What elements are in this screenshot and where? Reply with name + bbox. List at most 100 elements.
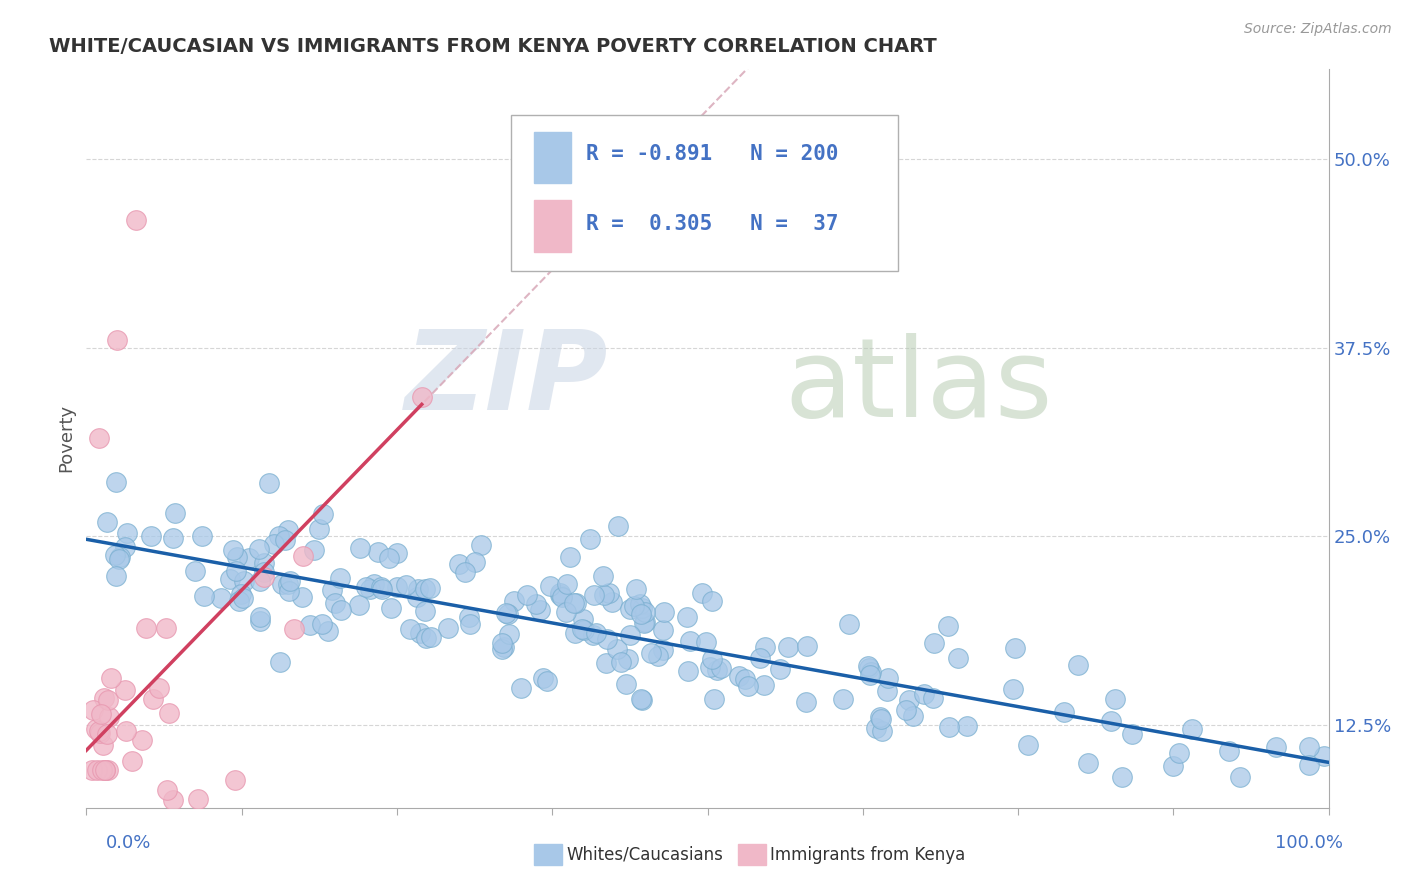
- Point: [652, 606, 675, 620]
- Point: [219, 573, 242, 587]
- Point: [121, 754, 143, 768]
- Point: [562, 596, 585, 610]
- Point: [449, 557, 471, 571]
- Point: [831, 692, 853, 706]
- Point: [89, 726, 111, 740]
- Point: [263, 537, 285, 551]
- Text: 0.0%: 0.0%: [105, 834, 150, 852]
- Point: [1312, 748, 1334, 763]
- Point: [606, 642, 628, 657]
- Point: [585, 626, 607, 640]
- Point: [1229, 771, 1251, 785]
- Point: [93, 691, 115, 706]
- Point: [87, 723, 110, 738]
- Point: [125, 212, 148, 227]
- Point: [582, 588, 605, 602]
- Point: [492, 640, 515, 654]
- Point: [380, 601, 402, 615]
- Point: [464, 555, 486, 569]
- Point: [114, 540, 136, 554]
- Point: [897, 693, 920, 707]
- Point: [859, 668, 882, 682]
- Point: [754, 640, 776, 654]
- Point: [560, 549, 582, 564]
- Point: [253, 566, 276, 580]
- Point: [582, 627, 605, 641]
- Point: [249, 610, 271, 624]
- Point: [291, 549, 314, 563]
- Point: [550, 586, 572, 600]
- Text: atlas: atlas: [785, 333, 1053, 440]
- Point: [97, 763, 120, 777]
- Point: [651, 643, 673, 657]
- Point: [596, 632, 619, 646]
- Point: [233, 574, 256, 588]
- Point: [249, 574, 271, 588]
- Point: [316, 624, 339, 638]
- Point: [524, 597, 547, 611]
- Point: [869, 710, 891, 724]
- Point: [105, 334, 128, 348]
- FancyBboxPatch shape: [534, 201, 571, 252]
- Point: [516, 588, 538, 602]
- Point: [420, 630, 443, 644]
- Point: [104, 475, 127, 489]
- Point: [1298, 758, 1320, 772]
- Point: [363, 577, 385, 591]
- Point: [600, 595, 623, 609]
- Point: [224, 773, 246, 788]
- Point: [96, 515, 118, 529]
- Point: [277, 523, 299, 537]
- Point: [155, 622, 177, 636]
- Point: [894, 702, 917, 716]
- Point: [257, 476, 280, 491]
- Point: [291, 590, 314, 604]
- Point: [253, 569, 276, 583]
- Point: [703, 692, 725, 706]
- Point: [869, 712, 891, 726]
- Point: [115, 526, 138, 541]
- Point: [82, 763, 104, 777]
- Point: [647, 648, 669, 663]
- Point: [349, 541, 371, 556]
- Point: [550, 588, 572, 602]
- Point: [1265, 739, 1288, 754]
- Point: [936, 618, 959, 632]
- Text: Whites/Caucasians: Whites/Caucasians: [567, 846, 724, 863]
- Point: [311, 617, 333, 632]
- Point: [1218, 744, 1240, 758]
- Point: [865, 721, 887, 735]
- Point: [938, 720, 960, 734]
- Point: [956, 719, 979, 733]
- Point: [856, 658, 879, 673]
- Point: [359, 582, 381, 596]
- Point: [734, 672, 756, 686]
- Point: [371, 582, 394, 596]
- Point: [870, 724, 893, 739]
- Point: [529, 603, 551, 617]
- Point: [222, 543, 245, 558]
- Point: [457, 609, 479, 624]
- Point: [269, 529, 291, 543]
- Point: [1168, 746, 1191, 760]
- Point: [105, 569, 128, 583]
- Point: [96, 727, 118, 741]
- Point: [411, 391, 433, 405]
- Point: [354, 580, 377, 594]
- Point: [531, 671, 554, 685]
- Point: [676, 610, 699, 624]
- Point: [754, 678, 776, 692]
- Point: [108, 549, 131, 564]
- Point: [367, 545, 389, 559]
- Point: [876, 684, 898, 698]
- Point: [495, 606, 517, 620]
- Point: [162, 531, 184, 545]
- Point: [1121, 726, 1143, 740]
- Point: [395, 578, 418, 592]
- Point: [82, 703, 104, 717]
- Point: [502, 594, 524, 608]
- Point: [565, 596, 588, 610]
- Point: [595, 657, 617, 671]
- Point: [94, 763, 117, 777]
- Point: [100, 671, 122, 685]
